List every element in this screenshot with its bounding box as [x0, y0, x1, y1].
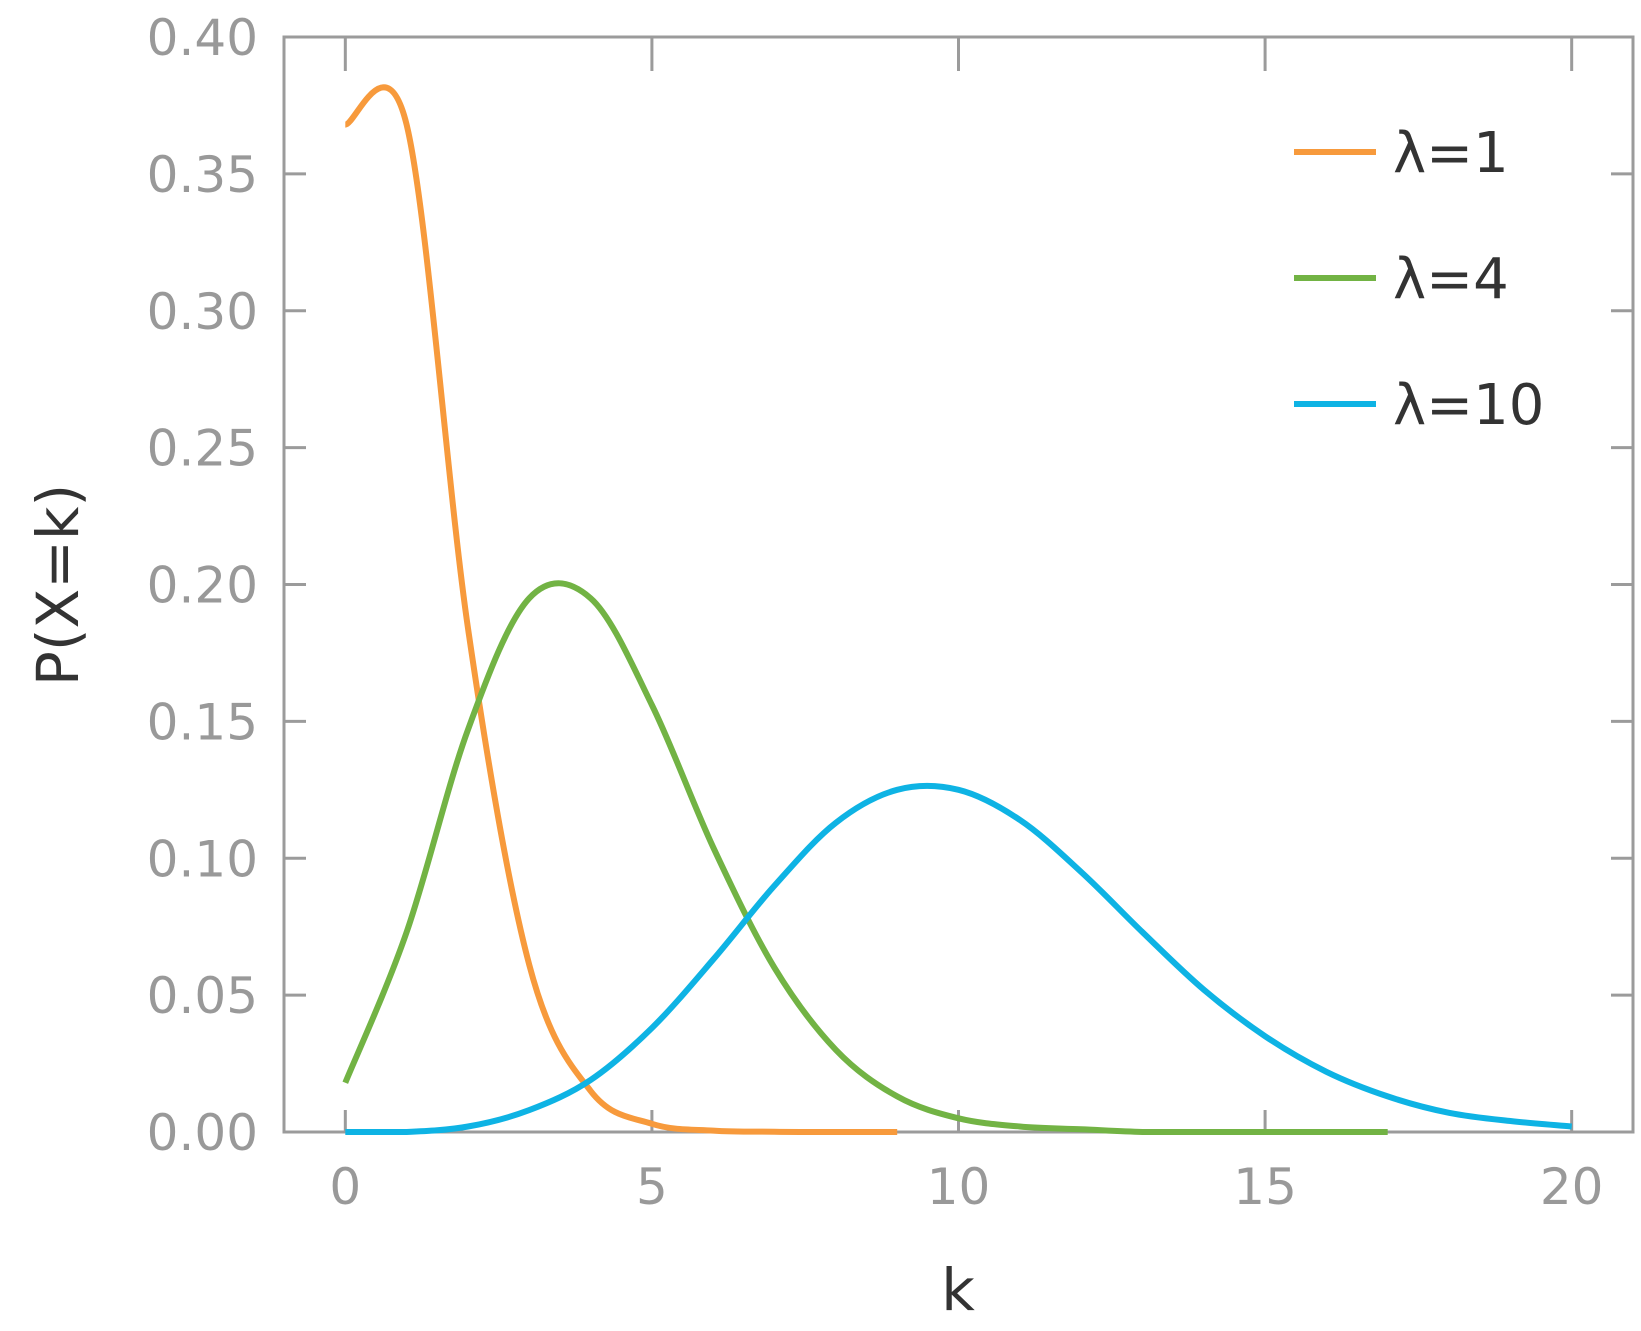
x-tick-label: 0 [329, 1158, 361, 1216]
y-tick-label: 0.25 [147, 420, 258, 478]
y-tick-label: 0.10 [147, 830, 258, 888]
y-axis: 0.00 0.05 0.10 0.15 0.20 0.25 0.30 0.35 0.40 [147, 9, 1633, 1162]
y-tick-label: 0.35 [147, 146, 258, 204]
series-line [345, 782, 1572, 1136]
series-line [344, 84, 898, 1136]
legend-label: λ=10 [1393, 373, 1544, 438]
x-axis-label: k [941, 1256, 975, 1324]
y-axis-label: P(X=k) [24, 484, 92, 686]
plot-frame [282, 35, 1635, 1134]
x-tick-label: 10 [927, 1158, 991, 1216]
y-tick-label: 0.30 [147, 283, 258, 341]
x-tick-label: 20 [1540, 1158, 1604, 1216]
series-line [342, 580, 1388, 1136]
y-tick-label: 0.20 [147, 557, 258, 615]
legend: λ=1 λ=4 λ=10 [1294, 121, 1544, 438]
x-tick-label: 5 [636, 1158, 668, 1216]
y-tick-label: 0.15 [147, 693, 258, 751]
y-tick-label: 0.40 [147, 9, 258, 67]
legend-label: λ=1 [1393, 121, 1509, 186]
series-lines [342, 84, 1572, 1136]
x-axis: 0 5 10 15 20 [329, 37, 1603, 1216]
x-tick-label: 15 [1233, 1158, 1297, 1216]
y-tick-label: 0.00 [147, 1104, 258, 1162]
y-tick-label: 0.05 [147, 967, 258, 1025]
legend-label: λ=4 [1393, 247, 1509, 312]
